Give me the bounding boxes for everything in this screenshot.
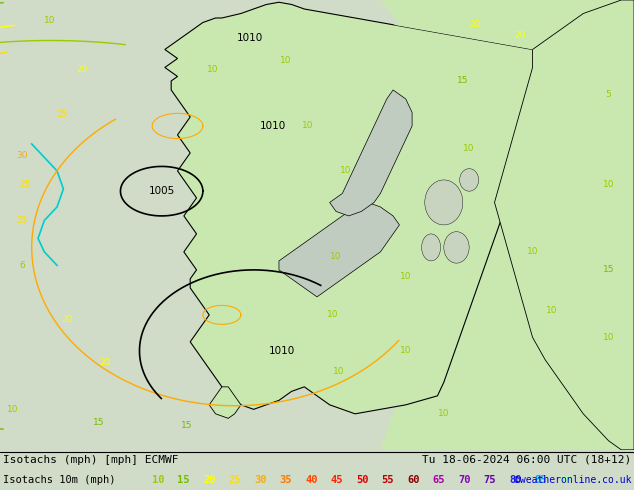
Text: 75: 75 bbox=[484, 475, 496, 485]
Ellipse shape bbox=[425, 180, 463, 225]
Text: 10: 10 bbox=[438, 409, 450, 418]
Polygon shape bbox=[380, 0, 634, 450]
Text: 15: 15 bbox=[178, 475, 190, 485]
Text: 1005: 1005 bbox=[148, 186, 175, 196]
Ellipse shape bbox=[422, 234, 441, 261]
Text: 10: 10 bbox=[340, 167, 351, 175]
Text: 10: 10 bbox=[280, 56, 291, 65]
Text: 25: 25 bbox=[228, 475, 241, 485]
Text: 1010: 1010 bbox=[237, 33, 264, 43]
Text: 80: 80 bbox=[509, 475, 522, 485]
Ellipse shape bbox=[444, 232, 469, 263]
Text: 10: 10 bbox=[44, 16, 55, 24]
Text: 20: 20 bbox=[77, 65, 88, 74]
Text: 70: 70 bbox=[458, 475, 470, 485]
Text: 10: 10 bbox=[463, 144, 475, 153]
Text: 10: 10 bbox=[603, 333, 614, 342]
Text: Isotachs (mph) [mph] ECMWF: Isotachs (mph) [mph] ECMWF bbox=[3, 455, 179, 465]
Text: 10: 10 bbox=[546, 306, 557, 315]
Text: 25: 25 bbox=[16, 216, 28, 225]
Text: 50: 50 bbox=[356, 475, 368, 485]
Text: 15: 15 bbox=[457, 76, 469, 85]
Polygon shape bbox=[495, 0, 634, 450]
Text: 15: 15 bbox=[603, 266, 614, 274]
Text: 55: 55 bbox=[382, 475, 394, 485]
Text: 10: 10 bbox=[152, 475, 164, 485]
Text: 40: 40 bbox=[305, 475, 318, 485]
Text: 45: 45 bbox=[330, 475, 343, 485]
Text: 10: 10 bbox=[207, 65, 218, 74]
Text: 10: 10 bbox=[400, 272, 411, 281]
Text: 1010: 1010 bbox=[269, 346, 295, 356]
Text: 15: 15 bbox=[181, 420, 193, 430]
Text: 25: 25 bbox=[56, 110, 68, 119]
Text: Tu 18-06-2024 06:00 UTC (18+12): Tu 18-06-2024 06:00 UTC (18+12) bbox=[422, 455, 631, 465]
Ellipse shape bbox=[460, 169, 479, 191]
Text: 20: 20 bbox=[470, 20, 481, 29]
Text: 5: 5 bbox=[605, 90, 612, 99]
Text: 20: 20 bbox=[61, 315, 72, 324]
Text: 65: 65 bbox=[432, 475, 445, 485]
Text: 30: 30 bbox=[16, 151, 28, 160]
Polygon shape bbox=[279, 202, 399, 297]
Text: 10: 10 bbox=[7, 405, 18, 414]
Text: 1010: 1010 bbox=[259, 121, 286, 131]
Text: 6: 6 bbox=[19, 261, 25, 270]
Text: 30: 30 bbox=[254, 475, 266, 485]
Text: 60: 60 bbox=[407, 475, 420, 485]
Text: 85: 85 bbox=[534, 475, 547, 485]
Text: 10: 10 bbox=[527, 247, 538, 256]
Polygon shape bbox=[209, 387, 241, 418]
Text: 10: 10 bbox=[400, 346, 411, 355]
Text: 20: 20 bbox=[99, 358, 110, 367]
Text: 90: 90 bbox=[560, 475, 573, 485]
Text: ©weatheronline.co.uk: ©weatheronline.co.uk bbox=[514, 475, 631, 485]
Text: 10: 10 bbox=[603, 180, 614, 189]
Polygon shape bbox=[393, 0, 533, 49]
Text: 10: 10 bbox=[330, 252, 342, 261]
Text: 25: 25 bbox=[20, 180, 31, 189]
Text: Isotachs 10m (mph): Isotachs 10m (mph) bbox=[3, 475, 115, 485]
Text: 10: 10 bbox=[327, 310, 339, 319]
Text: 15: 15 bbox=[93, 418, 104, 427]
Text: 10: 10 bbox=[333, 367, 345, 376]
Text: 20: 20 bbox=[203, 475, 216, 485]
Polygon shape bbox=[330, 90, 412, 216]
Polygon shape bbox=[165, 2, 552, 414]
Text: 20: 20 bbox=[514, 31, 526, 41]
Text: 10: 10 bbox=[302, 122, 313, 130]
Text: 35: 35 bbox=[280, 475, 292, 485]
